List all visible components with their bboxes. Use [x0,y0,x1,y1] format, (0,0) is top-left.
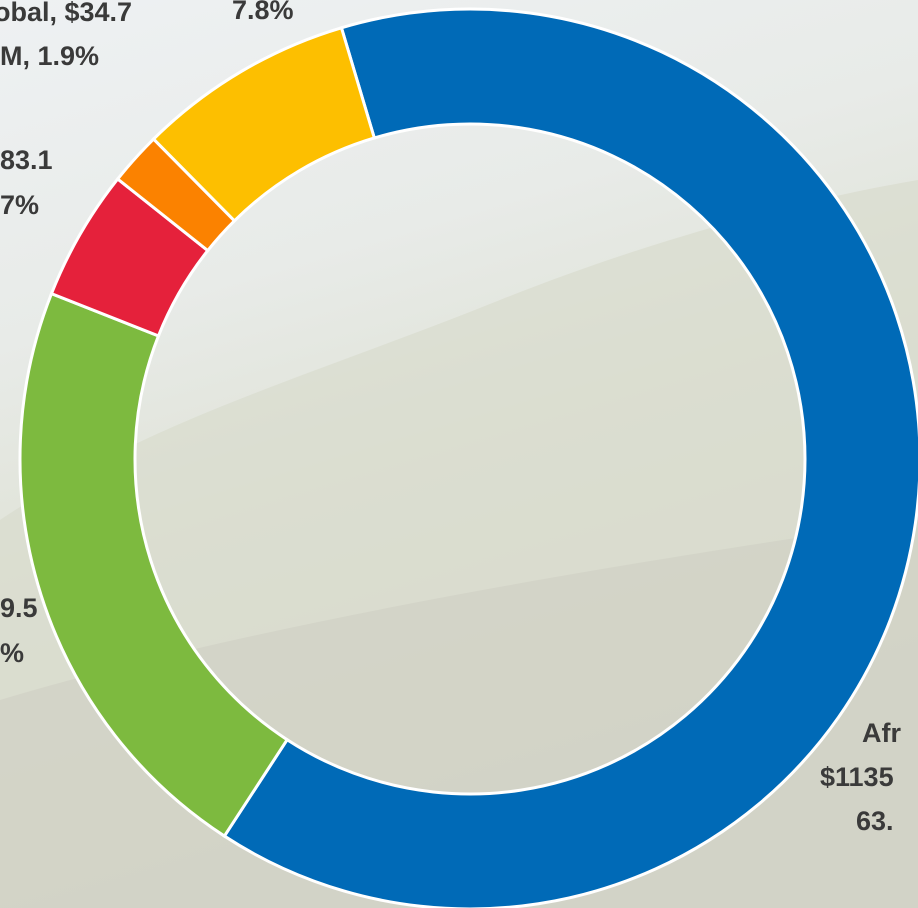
data-label: 7.8% [232,0,294,25]
data-label: Afr [862,718,901,748]
data-label: 83.1 [0,145,53,175]
data-label: obal, $34.7 [0,0,132,27]
data-label: % [0,638,24,668]
chart: Afr $1135 63. 9.5% 83.1 7% obal, $34.7 M, 1.9% 7… [0,0,918,908]
data-label: $1135 [820,762,894,792]
data-label: 9.5 [0,593,38,623]
data-label: 7% [0,190,39,220]
data-label: 63. [856,806,894,836]
data-label: M, 1.9% [0,41,99,71]
